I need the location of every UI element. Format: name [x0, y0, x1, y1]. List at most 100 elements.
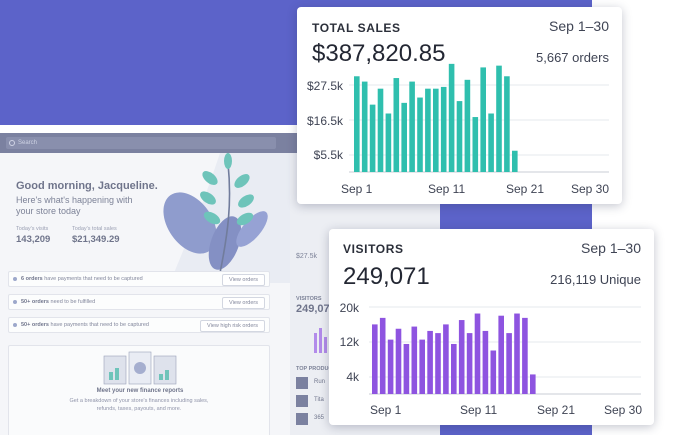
search-icon: [9, 140, 15, 146]
chart-bar[interactable]: [472, 117, 479, 172]
finance-reports-card: Meet your new finance reports Get a brea…: [8, 345, 270, 435]
visitors-value: 249,071: [343, 263, 430, 290]
greeting-heading: Good morning, Jacqueline.: [16, 180, 158, 192]
task-row: 50+ orders need to be fulfilled View ord…: [8, 294, 270, 310]
card-title: TOTAL SALES: [312, 21, 401, 35]
chart-bar[interactable]: [456, 101, 463, 172]
todays-visits-value: 143,209: [16, 234, 51, 245]
chart-bar[interactable]: [443, 324, 449, 394]
chart-bar[interactable]: [427, 330, 433, 394]
chart-bar[interactable]: [409, 81, 415, 172]
plant-illustration: [163, 153, 290, 283]
bullet-icon: [13, 300, 17, 304]
total-sales-card: TOTAL SALES Sep 1–30 $387,820.85 5,667 o…: [297, 7, 622, 204]
side-product-name[interactable]: Run: [314, 379, 326, 385]
chart-bar[interactable]: [440, 86, 447, 172]
task-row: 50+ orders have payments that need to be…: [8, 317, 270, 333]
y-tick-label: $5.5k: [313, 148, 343, 162]
date-range[interactable]: Sep 1–30: [581, 240, 641, 256]
chart-bar[interactable]: [401, 102, 407, 172]
chart-bar[interactable]: [474, 313, 481, 394]
chart-bar[interactable]: [425, 88, 431, 172]
x-tick-label: Sep 21: [537, 403, 576, 417]
chart-bar[interactable]: [482, 330, 489, 394]
chart-bar[interactable]: [458, 320, 465, 394]
x-tick-label: Sep 1: [370, 403, 402, 417]
chart-bar[interactable]: [369, 104, 376, 172]
chart-bar[interactable]: [464, 79, 471, 172]
view-orders-button[interactable]: View orders: [222, 297, 265, 309]
chart-bar[interactable]: [393, 78, 400, 172]
search-input[interactable]: Search: [6, 137, 276, 149]
side-visitors-label: VISITORS: [296, 296, 322, 302]
sales-bar-chart: [349, 63, 609, 173]
chart-bar[interactable]: [448, 63, 455, 173]
chart-bar[interactable]: [417, 97, 423, 172]
chart-bar[interactable]: [466, 333, 473, 394]
bullet-icon: [13, 277, 17, 281]
chart-bar[interactable]: [411, 326, 418, 394]
chart-bar[interactable]: [385, 113, 392, 173]
product-thumbnail: [296, 395, 308, 407]
x-tick-label: Sep 11: [428, 182, 466, 196]
chart-bar[interactable]: [419, 339, 425, 394]
chart-bar[interactable]: [372, 324, 378, 394]
chart-bar[interactable]: [480, 67, 486, 172]
finance-illustration: [103, 351, 177, 385]
todays-sales-label: Today's total sales: [72, 226, 117, 232]
card-title: VISITORS: [343, 242, 404, 256]
x-tick-label: Sep 30: [604, 403, 643, 417]
chart-bar[interactable]: [379, 317, 386, 394]
y-tick-label: $27.5k: [307, 79, 344, 93]
side-visitors-value: 249,071: [296, 303, 336, 315]
chart-bar[interactable]: [435, 333, 441, 394]
chart-bar[interactable]: [451, 343, 457, 394]
product-thumbnail: [296, 377, 308, 389]
view-high-risk-orders-button[interactable]: View high risk orders: [200, 320, 265, 332]
chart-bar[interactable]: [498, 315, 504, 394]
chart-bar[interactable]: [504, 76, 510, 172]
todays-visits-label: Today's visits: [16, 226, 49, 232]
chart-bar[interactable]: [514, 313, 520, 394]
chart-bar[interactable]: [522, 317, 528, 394]
x-tick-label: Sep 30: [571, 182, 610, 196]
visitors-card: VISITORS Sep 1–30 249,071 216,119 Unique…: [329, 229, 654, 425]
chart-bar[interactable]: [490, 350, 497, 395]
product-thumbnail: [296, 413, 308, 425]
task-text: 50+ orders need to be fulfilled: [21, 299, 96, 305]
x-tick-label: Sep 11: [460, 403, 498, 417]
y-tick-label: 4k: [346, 370, 359, 384]
chart-bar[interactable]: [496, 65, 502, 172]
chart-bar[interactable]: [377, 88, 384, 172]
unique-visitors-count: 216,119 Unique: [550, 272, 641, 287]
chart-bar[interactable]: [361, 81, 368, 172]
chart-bar[interactable]: [395, 328, 402, 394]
search-placeholder: Search: [18, 140, 38, 146]
greeting-subtitle: Here's what's happening with your store …: [16, 195, 133, 216]
side-sales-value: $27.5k: [296, 253, 318, 260]
side-product-name[interactable]: Tita: [314, 397, 324, 403]
chart-bar[interactable]: [387, 339, 394, 394]
visitors-bar-chart: [369, 306, 641, 395]
chart-bar[interactable]: [433, 88, 439, 172]
date-range[interactable]: Sep 1–30: [549, 18, 609, 34]
task-row: 6 orders have payments that need to be c…: [8, 271, 270, 287]
chart-bar[interactable]: [354, 76, 360, 172]
x-tick-label: Sep 21: [506, 182, 545, 196]
total-sales-value: $387,820.85: [312, 40, 446, 67]
chart-bar[interactable]: [512, 150, 518, 172]
view-orders-button[interactable]: View orders: [222, 274, 265, 286]
task-text: 6 orders have payments that need to be c…: [21, 276, 143, 282]
y-tick-label: 12k: [339, 335, 359, 349]
side-product-name[interactable]: 365: [314, 415, 325, 421]
finance-description: Get a breakdown of your store's finances…: [69, 398, 209, 412]
chart-bar[interactable]: [488, 113, 494, 173]
chart-bar[interactable]: [530, 374, 536, 394]
bullet-icon: [13, 323, 17, 327]
chart-bar[interactable]: [403, 343, 410, 394]
chart-bar[interactable]: [506, 333, 512, 394]
todays-sales-value: $21,349.29: [72, 234, 120, 245]
y-tick-label: 20k: [339, 301, 359, 315]
side-top-products-label: TOP PRODUCTS: [296, 366, 340, 372]
finance-title: Meet your new finance reports: [96, 388, 184, 394]
